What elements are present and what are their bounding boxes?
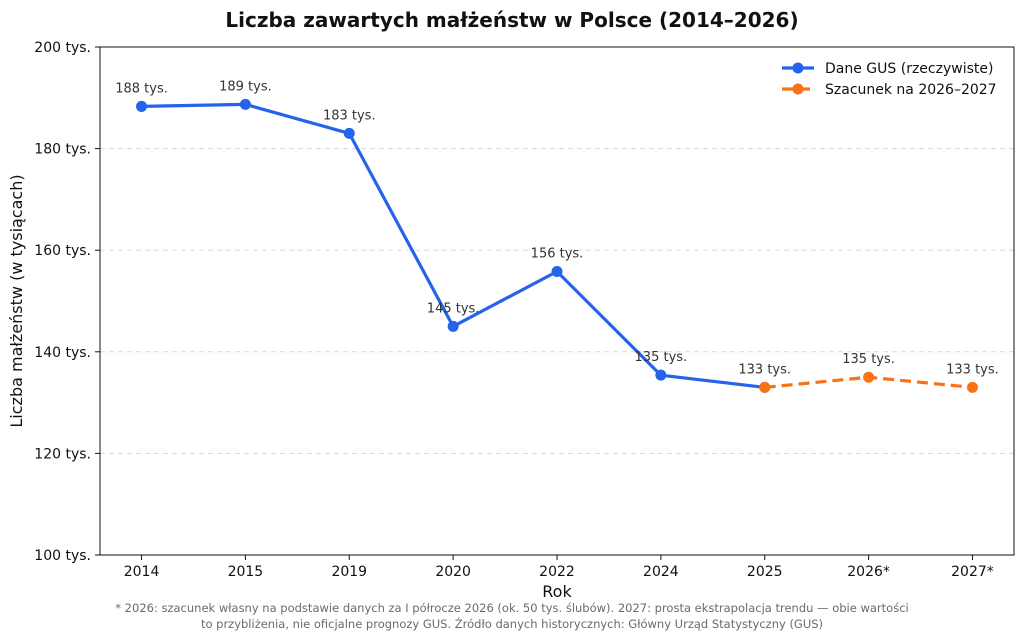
x-tick-label: 2014 <box>124 564 160 580</box>
data-label: 133 tys. <box>946 362 999 377</box>
data-label: 156 tys. <box>531 247 584 262</box>
footnote: * 2026: szacunek własny na podstawie dan… <box>0 600 1024 632</box>
data-label: 133 tys. <box>738 362 791 377</box>
data-point <box>343 127 355 139</box>
x-tick-label: 2015 <box>228 564 264 580</box>
data-point <box>136 100 148 112</box>
y-tick-label: 100 tys. <box>34 548 91 564</box>
data-point <box>966 381 978 393</box>
x-tick-label: 2022 <box>539 564 575 580</box>
legend-marker-2 <box>792 83 804 95</box>
x-tick-label: 2020 <box>435 564 471 580</box>
y-tick-label: 160 tys. <box>34 243 91 259</box>
data-point <box>551 266 563 278</box>
legend-label-1: Dane GUS (rzeczywiste) <box>825 61 993 77</box>
series-group <box>136 98 978 393</box>
y-tick-label: 140 tys. <box>34 345 91 361</box>
data-point <box>447 320 459 332</box>
data-label: 183 tys. <box>323 108 376 123</box>
x-tick-label: 2027* <box>951 564 994 580</box>
footnote-line-2: to przybliżenia, nie oficjalne prognozy … <box>200 617 824 631</box>
legend-label-2: Szacunek na 2026–2027 <box>825 82 997 98</box>
data-point <box>759 381 771 393</box>
x-tick-label: 2024 <box>643 564 679 580</box>
legend-marker-1 <box>792 62 804 74</box>
data-labels: 188 tys. 189 tys. 183 tys. 145 tys. 156 tys.… <box>115 79 999 377</box>
chart-title: Liczba zawartych małżeństw w Polsce (201… <box>225 8 799 32</box>
y-tick-label: 120 tys. <box>34 446 91 462</box>
data-label: 135 tys. <box>635 350 688 365</box>
legend: Dane GUS (rzeczywiste) Szacunek na 2026–2… <box>782 61 997 98</box>
x-tick-label: 2019 <box>331 564 367 580</box>
data-label: 145 tys. <box>427 301 480 316</box>
data-label: 189 tys. <box>219 79 272 94</box>
y-axis-label: Liczba małżeństw (w tysiącach) <box>7 174 26 427</box>
x-tick-label: 2025 <box>747 564 783 580</box>
data-point <box>863 371 875 383</box>
x-axis-label: Rok <box>542 582 572 601</box>
series-line-1 <box>141 102 765 389</box>
y-tick-label: 180 tys. <box>34 142 91 158</box>
data-label: 188 tys. <box>115 81 168 96</box>
data-point <box>655 369 667 381</box>
axes: 100 tys. 120 tys. 140 tys. 160 tys. 180 tys.… <box>7 40 1015 601</box>
data-point <box>239 98 251 110</box>
x-tick-label: 2026* <box>847 564 890 580</box>
grid-lines <box>100 148 1014 454</box>
footnote-line-1: * 2026: szacunek własny na podstawie dan… <box>115 601 909 615</box>
y-tick-label: 200 tys. <box>34 40 91 56</box>
data-label: 135 tys. <box>842 352 895 367</box>
plot-frame <box>99 46 1015 556</box>
